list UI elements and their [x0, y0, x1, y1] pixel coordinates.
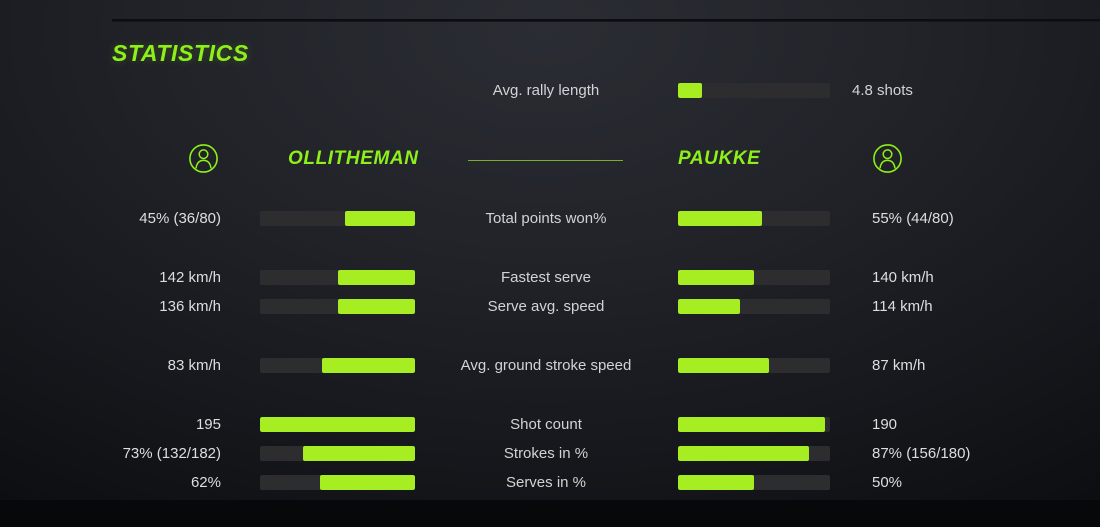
stat-bar-right-fill: [678, 299, 741, 314]
stats-rows: 45% (36/80) Total points won% 55% (44/80…: [0, 204, 1100, 527]
stat-right-value: 50%: [872, 474, 903, 491]
player-right-name: PAUKKE: [678, 148, 761, 169]
user-icon: [873, 144, 902, 173]
stat-bar-right: [678, 211, 830, 226]
stat-label: Avg. ground stroke speed: [460, 357, 632, 374]
stat-bar-right: [678, 299, 830, 314]
stat-bar-right: [678, 358, 830, 373]
stat-bar-right: [678, 417, 830, 432]
stat-right-value: 190: [872, 416, 898, 433]
stat-bar-left-fill: [260, 417, 415, 432]
stat-bar-left-fill: [320, 475, 415, 490]
stat-row: 136 km/h Serve avg. speed 114 km/h: [0, 292, 1100, 321]
stat-label: Fastest serve: [500, 269, 592, 286]
stat-bar-left: [260, 475, 415, 490]
stats-section: 195 Shot count 190 73% (132/182) Strokes…: [0, 410, 1100, 497]
stat-bar-right: [678, 270, 830, 285]
stat-left-value: 83 km/h: [167, 357, 221, 374]
stat-bar-right-fill: [678, 358, 770, 373]
stat-bar-left-fill: [337, 270, 415, 285]
stat-row: 195 Shot count 190: [0, 410, 1100, 439]
stat-bar-left: [260, 211, 415, 226]
stat-label: Strokes in %: [503, 445, 589, 462]
stat-bar-left: [260, 417, 415, 432]
stats-section: 142 km/h Fastest serve 140 km/h 136 km/h…: [0, 263, 1100, 321]
stat-row: 62% Serves in % 50%: [0, 468, 1100, 497]
stat-bar-right-fill: [678, 211, 762, 226]
stat-bar-left-fill: [337, 299, 415, 314]
stat-label: Serve avg. speed: [487, 298, 605, 315]
stat-bar-right-fill: [678, 417, 826, 432]
stat-label: Shot count: [510, 416, 582, 433]
stat-bar-left: [260, 299, 415, 314]
stat-right-value: 87 km/h: [872, 357, 926, 374]
stat-right-value: 140 km/h: [872, 269, 934, 286]
stat-row: 142 km/h Fastest serve 140 km/h: [0, 263, 1100, 292]
stat-bar-left-fill: [345, 211, 415, 226]
stat-row: 45% (36/80) Total points won% 55% (44/80…: [0, 204, 1100, 233]
stat-left-value: 195: [195, 416, 221, 433]
stat-bar-left-fill: [303, 446, 415, 461]
stat-label: Serves in %: [505, 474, 587, 491]
stat-bar-left: [260, 270, 415, 285]
stat-bar-left: [260, 446, 415, 461]
stat-right-value: 87% (156/180): [872, 445, 971, 462]
stat-left-value: 136 km/h: [159, 298, 221, 315]
avg-rally-bar-fill: [678, 83, 703, 98]
avg-rally-label: Avg. rally length: [492, 82, 600, 99]
stat-bar-left: [260, 358, 415, 373]
avg-rally-value: 4.8 shots: [852, 82, 913, 99]
stats-panel: STATISTICS Avg. rally length 4.8 shots O…: [0, 0, 1100, 500]
user-icon: [189, 144, 218, 173]
stat-bar-right-fill: [678, 446, 809, 461]
stat-right-value: 114 km/h: [872, 298, 933, 315]
player-left-avatar: [188, 143, 219, 174]
stat-bar-right: [678, 446, 830, 461]
stat-bar-right: [678, 475, 830, 490]
player-left-name: OLLITHEMAN: [288, 148, 419, 169]
stat-bar-left-fill: [322, 358, 415, 373]
stat-bar-right-fill: [678, 270, 754, 285]
stat-left-value: 73% (132/182): [122, 445, 221, 462]
avg-rally-row: Avg. rally length 4.8 shots: [0, 76, 1100, 105]
stats-section: 45% (36/80) Total points won% 55% (44/80…: [0, 204, 1100, 233]
stat-bar-right-fill: [678, 475, 754, 490]
stat-left-value: 62%: [190, 474, 221, 491]
stat-left-value: 142 km/h: [159, 269, 221, 286]
header-divider-line: [468, 160, 623, 161]
stat-row: 73% (132/182) Strokes in % 87% (156/180): [0, 439, 1100, 468]
stats-section: 83 km/h Avg. ground stroke speed 87 km/h: [0, 351, 1100, 380]
top-divider: [112, 19, 1100, 22]
page-title: STATISTICS: [112, 40, 249, 66]
avg-rally-bar: [678, 83, 830, 98]
stat-right-value: 55% (44/80): [872, 210, 954, 227]
stat-row: 83 km/h Avg. ground stroke speed 87 km/h: [0, 351, 1100, 380]
stat-label: Total points won%: [485, 210, 607, 227]
stat-left-value: 45% (36/80): [139, 210, 221, 227]
player-right-avatar: [872, 143, 903, 174]
